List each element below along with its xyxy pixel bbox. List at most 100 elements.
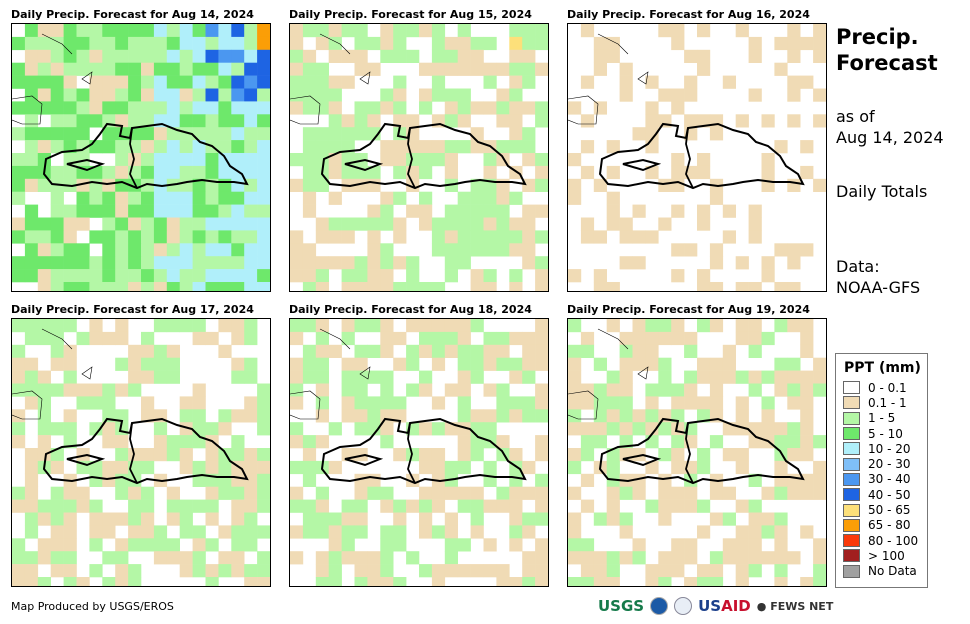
precip-cell [367, 344, 381, 358]
precip-cell [12, 357, 26, 371]
precip-cell [735, 24, 749, 38]
precip-cell [697, 396, 711, 410]
precip-cell [709, 564, 724, 578]
precip-cell [697, 370, 711, 384]
precip-cell [787, 178, 801, 192]
puerto-rico-outline [568, 95, 599, 125]
precip-cell [89, 75, 103, 89]
precip-cell [800, 140, 814, 154]
precip-cell [257, 473, 270, 487]
precip-cell [328, 551, 342, 565]
precip-cell [76, 217, 90, 231]
precip-cell [12, 101, 26, 115]
precip-cell [444, 230, 458, 244]
precip-cell [24, 230, 39, 244]
precip-cell [128, 49, 142, 63]
precip-cell [800, 435, 814, 449]
precip-cell [393, 165, 407, 180]
precip-cell [166, 269, 180, 283]
precip-cell [761, 269, 775, 283]
precip-cell [522, 577, 536, 586]
legend-label: 50 - 65 [868, 503, 911, 518]
precip-cell [50, 460, 64, 475]
precip-cell [367, 370, 381, 384]
precip-cell [761, 396, 775, 410]
precip-cell [509, 75, 523, 89]
precip-cell [671, 564, 685, 578]
precip-cell [709, 577, 724, 586]
precip-cell [24, 499, 39, 513]
precip-cell [244, 217, 258, 231]
precip-cell [24, 88, 39, 102]
puerto-rico-outline [568, 390, 599, 420]
precip-cell [483, 460, 497, 475]
precip-cell [419, 62, 433, 76]
precip-cell [354, 486, 368, 500]
precip-cell [367, 127, 381, 141]
precip-cell [63, 422, 77, 436]
precip-cell [63, 564, 77, 578]
precip-cell [153, 435, 168, 449]
precip-cell [218, 256, 232, 270]
precip-cell [153, 204, 168, 218]
precip-cell [102, 269, 116, 283]
precip-cell [141, 88, 155, 102]
precip-cell [535, 564, 548, 578]
precip-cell [257, 256, 270, 270]
precip-cell [315, 178, 329, 192]
precip-cell [315, 499, 329, 513]
precip-cell [496, 396, 510, 410]
precip-cell [535, 165, 548, 180]
precip-cell [166, 62, 180, 76]
precip-cell [315, 435, 329, 449]
precip-cell [367, 422, 381, 436]
precip-cell [580, 499, 595, 513]
precip-cell [354, 357, 368, 371]
precip-cell [328, 344, 342, 358]
precip-cell [580, 114, 595, 128]
precip-cell [341, 525, 355, 539]
precip-cell [115, 512, 129, 526]
precip-cell [24, 49, 39, 63]
precip-cell [37, 178, 51, 192]
precip-cell [470, 243, 484, 257]
precip-cell [37, 88, 51, 102]
precip-cell [50, 75, 64, 89]
precip-cell [89, 36, 103, 51]
precip-cell [244, 88, 258, 102]
precip-cell [470, 49, 484, 63]
precip-cell [102, 256, 116, 270]
precip-cell [76, 204, 90, 218]
precip-cell [63, 344, 77, 358]
precip-cell [128, 256, 142, 270]
precip-cell [102, 282, 116, 291]
precip-cell [522, 357, 536, 371]
precip-cell [645, 499, 659, 513]
precip-cell [115, 282, 129, 291]
precip-cell [367, 396, 381, 410]
precip-cell [50, 127, 64, 141]
precip-cell [431, 153, 446, 167]
precip-cell [535, 269, 548, 283]
precip-cell [568, 577, 582, 586]
precip-cell [431, 319, 446, 333]
precip-cell [380, 422, 394, 436]
precip-cell [115, 448, 129, 462]
precip-cell [580, 422, 595, 436]
precip-cell [24, 153, 39, 167]
precip-cell [328, 36, 342, 51]
precip-cell [205, 36, 219, 51]
precip-cell [813, 88, 826, 102]
precip-cell [509, 101, 523, 115]
precip-cell [684, 486, 698, 500]
precip-cell [748, 422, 762, 436]
precip-cell [290, 230, 304, 244]
precip-cell [800, 75, 814, 89]
precip-cell [444, 36, 458, 51]
precip-cell [671, 204, 685, 218]
precip-cell [671, 88, 685, 102]
precip-cell [457, 448, 471, 462]
precip-cell [444, 525, 458, 539]
precip-cell [684, 370, 698, 384]
precip-cell [24, 357, 39, 371]
